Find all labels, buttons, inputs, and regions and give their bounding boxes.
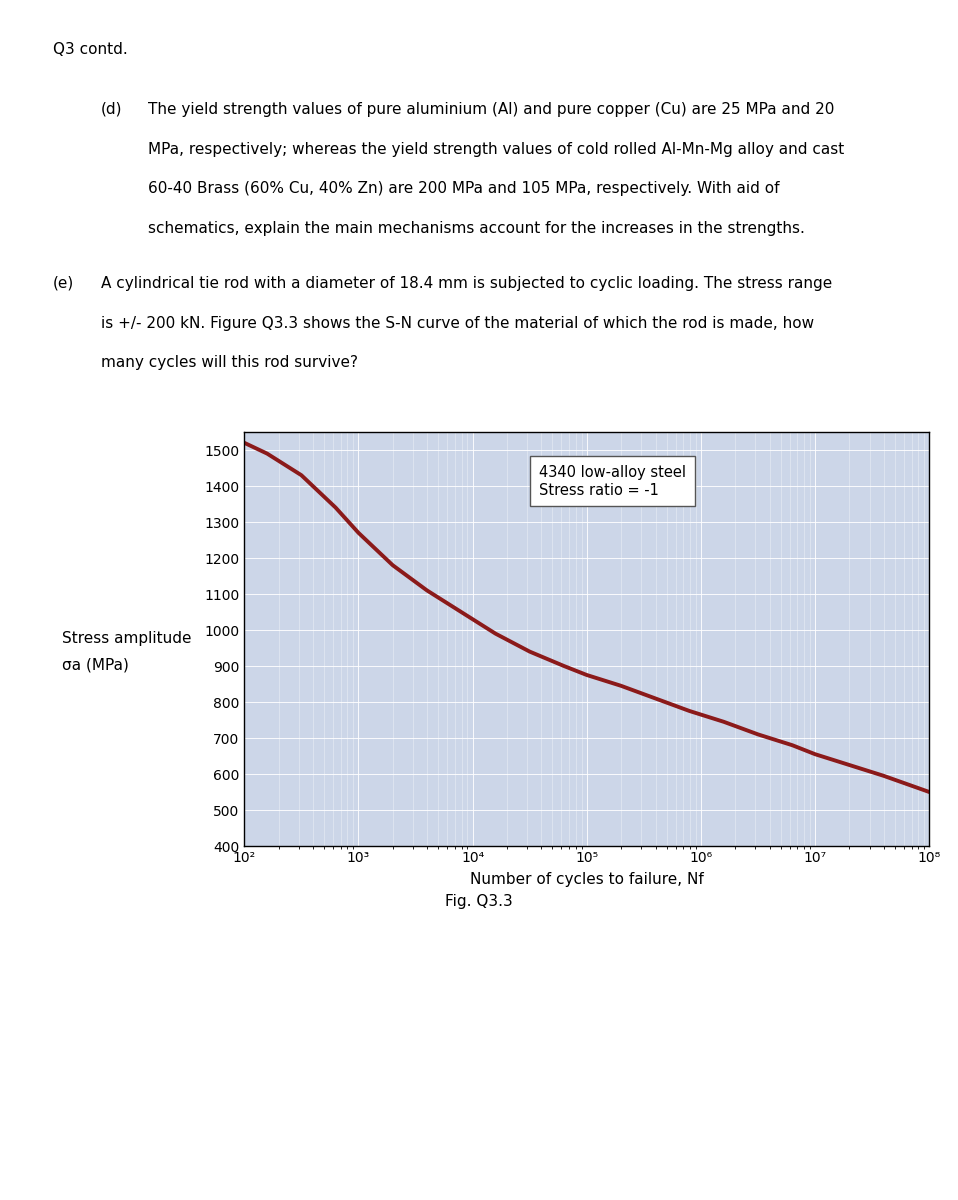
Text: Fig. Q3.3: Fig. Q3.3 bbox=[445, 894, 513, 910]
Text: many cycles will this rod survive?: many cycles will this rod survive? bbox=[101, 355, 357, 370]
Text: (e): (e) bbox=[53, 276, 74, 290]
Text: The yield strength values of pure aluminium (Al) and pure copper (Cu) are 25 MPa: The yield strength values of pure alumin… bbox=[148, 102, 834, 116]
Text: Stress amplitude: Stress amplitude bbox=[62, 631, 192, 647]
Text: is +/- 200 kN. Figure Q3.3 shows the S-N curve of the material of which the rod : is +/- 200 kN. Figure Q3.3 shows the S-N… bbox=[101, 316, 813, 330]
Text: MPa, respectively; whereas the yield strength values of cold rolled Al-Mn-Mg all: MPa, respectively; whereas the yield str… bbox=[148, 142, 845, 156]
X-axis label: Number of cycles to failure, Nf: Number of cycles to failure, Nf bbox=[470, 872, 703, 887]
Text: A cylindrical tie rod with a diameter of 18.4 mm is subjected to cyclic loading.: A cylindrical tie rod with a diameter of… bbox=[101, 276, 832, 290]
Text: schematics, explain the main mechanisms account for the increases in the strengt: schematics, explain the main mechanisms … bbox=[148, 221, 806, 235]
Text: (d): (d) bbox=[101, 102, 122, 116]
Text: 60-40 Brass (60% Cu, 40% Zn) are 200 MPa and 105 MPa, respectively. With aid of: 60-40 Brass (60% Cu, 40% Zn) are 200 MPa… bbox=[148, 181, 780, 196]
Text: Q3 contd.: Q3 contd. bbox=[53, 42, 127, 56]
Text: 4340 low-alloy steel
Stress ratio = -1: 4340 low-alloy steel Stress ratio = -1 bbox=[538, 466, 686, 498]
Text: σa (MPa): σa (MPa) bbox=[62, 658, 129, 673]
